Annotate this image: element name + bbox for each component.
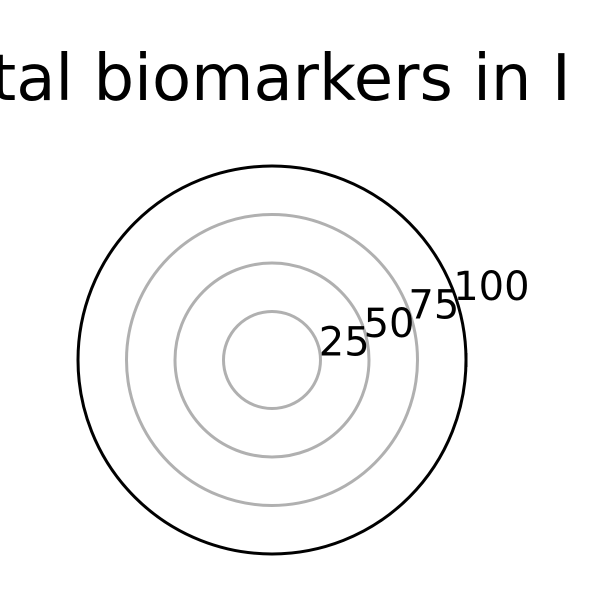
tick-label-75: 75 — [408, 282, 459, 328]
chart-title: ital biomarkers in I — [0, 42, 571, 116]
tick-label-100: 100 — [453, 264, 529, 310]
grid-ring-75 — [125, 213, 419, 507]
grid-ring-50 — [173, 261, 371, 459]
outer-frame — [76, 164, 468, 556]
grid-ring-25 — [222, 310, 322, 410]
outer-ring — [76, 164, 468, 556]
tick-label-50: 50 — [364, 301, 415, 347]
radial-grid — [125, 213, 419, 507]
tick-label-25: 25 — [319, 319, 370, 365]
